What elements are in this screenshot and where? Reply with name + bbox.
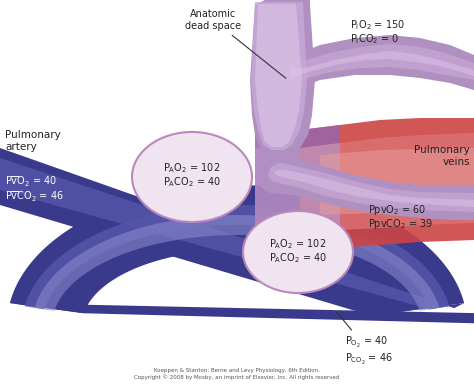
Text: PpvCO$_2$ = 39: PpvCO$_2$ = 39: [368, 217, 433, 231]
Text: Pulmonary
veins: Pulmonary veins: [414, 145, 470, 167]
Text: P$_\mathsf{A}$O$_2$ = 102: P$_\mathsf{A}$O$_2$ = 102: [269, 237, 327, 251]
Text: Anatomic
dead space: Anatomic dead space: [185, 9, 286, 78]
Polygon shape: [35, 215, 439, 311]
Text: Pulmonary
artery: Pulmonary artery: [5, 130, 61, 152]
Ellipse shape: [243, 211, 353, 293]
Text: P$_\mathsf{A}$CO$_2$ = 40: P$_\mathsf{A}$CO$_2$ = 40: [269, 251, 327, 265]
Text: P$_\mathsf{A}$CO$_2$ = 40: P$_\mathsf{A}$CO$_2$ = 40: [163, 175, 221, 189]
Polygon shape: [255, 125, 340, 250]
Polygon shape: [25, 205, 449, 310]
Polygon shape: [285, 44, 474, 88]
Polygon shape: [278, 35, 474, 100]
Polygon shape: [274, 170, 474, 207]
Polygon shape: [251, 2, 307, 150]
Text: Koeppen & Stanton: Berne and Levy Physiology, 6th Edition.
Copyright © 2008 by M: Koeppen & Stanton: Berne and Levy Physio…: [134, 368, 340, 380]
Polygon shape: [260, 155, 474, 220]
Text: P$_\mathsf{I}$CO$_2$ = 0: P$_\mathsf{I}$CO$_2$ = 0: [350, 32, 400, 46]
Text: P$\overline{\mathsf{v}}$O$_2$ = 40: P$\overline{\mathsf{v}}$O$_2$ = 40: [5, 175, 57, 189]
Polygon shape: [268, 163, 474, 212]
Text: PpvO$_2$ = 60: PpvO$_2$ = 60: [368, 203, 426, 217]
Polygon shape: [250, 0, 315, 155]
Polygon shape: [300, 118, 474, 250]
Text: P$\overline{\mathsf{v}}$CO$_2$ = 46: P$\overline{\mathsf{v}}$CO$_2$ = 46: [5, 190, 64, 204]
Polygon shape: [300, 133, 474, 232]
Text: P$_\mathsf{A}$O$_2$ = 102: P$_\mathsf{A}$O$_2$ = 102: [164, 161, 221, 175]
Text: P$_\mathsf{I}$O$_2$ = 150: P$_\mathsf{I}$O$_2$ = 150: [350, 18, 405, 32]
Polygon shape: [290, 51, 474, 80]
Polygon shape: [10, 185, 464, 313]
Polygon shape: [0, 148, 464, 318]
Polygon shape: [255, 4, 302, 147]
Polygon shape: [320, 148, 474, 215]
Polygon shape: [10, 303, 474, 323]
Text: P$_\mathsf{O_2}$ = 40
P$_\mathsf{CO_2}$ = 46: P$_\mathsf{O_2}$ = 40 P$_\mathsf{CO_2}$ …: [337, 312, 393, 367]
Polygon shape: [0, 158, 449, 310]
Polygon shape: [255, 143, 340, 232]
Ellipse shape: [132, 132, 252, 222]
